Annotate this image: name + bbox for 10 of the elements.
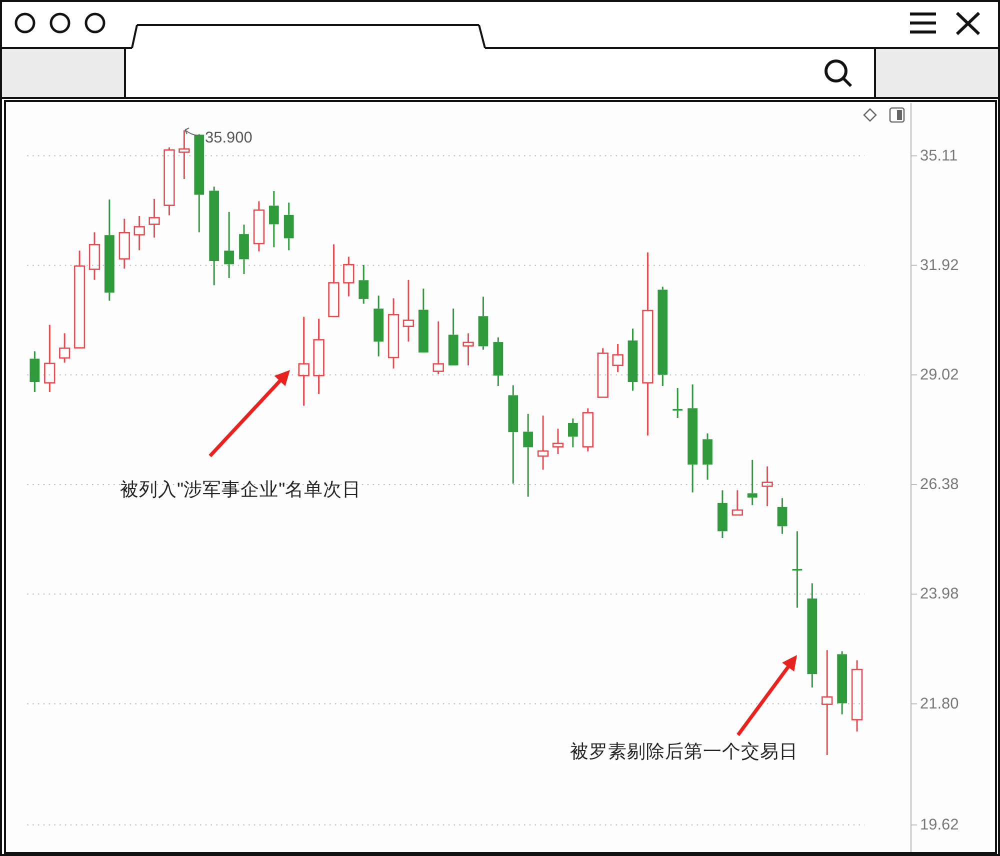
y-tick-label: 21.80 <box>920 695 960 712</box>
annotation: 被列入"涉军事企业"名单次日 <box>120 478 362 500</box>
y-tick-label: 19.62 <box>920 816 959 834</box>
annotation: 被罗素剔除后第一个交易日 <box>570 740 798 762</box>
y-tick-label: 26.38 <box>920 476 959 494</box>
y-tick-label: 31.92 <box>920 256 959 274</box>
y-tick-label: 29.02 <box>920 366 959 384</box>
annotation: 35.900 <box>205 130 253 146</box>
y-tick-label: 35.11 <box>920 147 958 164</box>
y-tick-label: 23.98 <box>920 586 959 603</box>
